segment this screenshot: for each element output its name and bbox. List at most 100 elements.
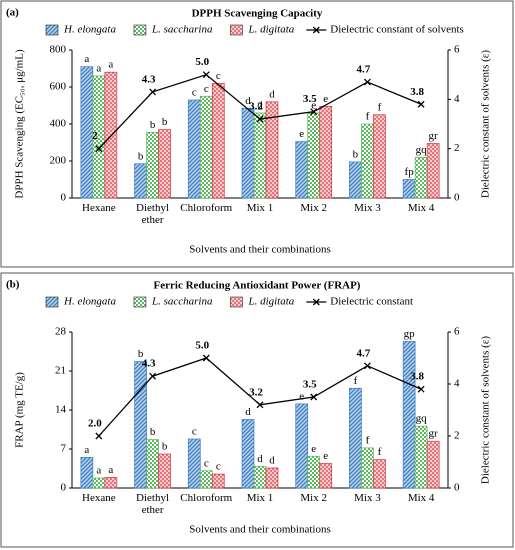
bar — [319, 463, 333, 489]
bar-annotation: c — [192, 426, 197, 438]
bar-annotation: d — [269, 454, 275, 466]
bar-annotation: gr — [429, 130, 439, 142]
bar — [265, 467, 279, 489]
bar — [253, 112, 267, 199]
line-marker — [417, 385, 425, 393]
bar-annotation: fp — [405, 166, 415, 178]
bar-annotation: b — [150, 426, 156, 438]
data-label: 3.2 — [249, 386, 263, 398]
bar — [187, 99, 201, 199]
data-label: 3.8 — [410, 371, 424, 383]
x-tick-label: Mix 3 — [354, 492, 381, 504]
data-label: 2.0 — [88, 418, 102, 430]
bar — [319, 106, 333, 199]
bar-annotation: c — [216, 70, 221, 82]
line-marker — [256, 115, 264, 123]
bar-annotation: f — [354, 375, 358, 387]
y-axis-label: FRAP (mg TE/g) — [14, 372, 26, 448]
bar — [134, 163, 147, 199]
bar — [361, 123, 374, 199]
legend-label: L. saccharina — [151, 24, 213, 36]
y-tick-label: 800 — [50, 44, 67, 56]
panel-frame — [0, 272, 514, 548]
data-label: 3.5 — [303, 379, 317, 391]
data-label: 2 — [92, 130, 98, 142]
legend-label: L. digitata — [247, 296, 294, 308]
bar-annotation: e — [299, 390, 304, 402]
bar — [414, 156, 428, 199]
bar — [265, 101, 279, 199]
line-marker — [202, 354, 210, 362]
bar — [402, 179, 416, 199]
line-marker — [310, 393, 318, 401]
bar-annotation: b — [353, 148, 359, 160]
y2-axis-label: Dielectric constant of solvents (ε) — [480, 336, 492, 485]
bar-annotation: d — [269, 88, 275, 100]
bar — [361, 447, 374, 489]
bar — [134, 361, 147, 489]
y2-axis-label: Dielectric constant of solvents (ε) — [480, 50, 492, 199]
bar — [295, 403, 309, 489]
bar — [402, 341, 416, 489]
bar-annotation: c — [216, 461, 221, 473]
legend-swatch — [133, 24, 147, 36]
y-tick-label: 0 — [61, 192, 67, 204]
bar-annotation: f — [366, 111, 370, 123]
bar-annotation: gq — [416, 413, 428, 425]
data-label: 5.0 — [195, 56, 209, 68]
bar-annotation: c — [204, 457, 209, 469]
bar — [373, 114, 386, 199]
data-label: 3.2 — [249, 101, 263, 113]
data-label: 3.8 — [410, 86, 424, 98]
line-marker — [417, 100, 425, 108]
bar — [199, 95, 213, 199]
x-axis-label: Solvents and their combinations — [189, 524, 330, 536]
y-tick-label: 200 — [50, 155, 67, 167]
x-tick-label: Diethyl ether — [136, 202, 170, 226]
bar — [80, 457, 94, 489]
line-marker — [363, 78, 371, 86]
bar-annotation: gr — [429, 428, 439, 440]
x-tick-label: Mix 2 — [300, 492, 327, 504]
bar — [199, 470, 213, 489]
data-label: 5.0 — [195, 340, 209, 352]
bar — [241, 107, 255, 199]
legend-swatch — [230, 24, 243, 36]
bar — [373, 459, 386, 489]
bar — [295, 141, 309, 199]
y-tick-label: 28 — [55, 326, 67, 338]
x-tick-label: Diethyl ether — [136, 492, 170, 516]
bar-annotation: gq — [416, 144, 428, 156]
panel-frame — [0, 0, 514, 268]
y-tick-label: 7 — [61, 443, 67, 455]
bar-annotation: a — [96, 465, 101, 477]
x-tick-label: Mix 4 — [407, 202, 435, 214]
bar-annotation: d — [245, 406, 251, 418]
bar-annotation: e — [311, 443, 316, 455]
data-label: 4.3 — [142, 358, 156, 370]
x-tick-label: Mix 1 — [246, 492, 274, 504]
bar-annotation: d — [257, 99, 263, 111]
legend-swatch — [230, 296, 243, 308]
chart-title: DPPH Scavenging Capacity — [192, 8, 323, 20]
legend-marker — [312, 298, 320, 306]
bar — [146, 131, 159, 199]
y2-tick-label: 6 — [454, 326, 460, 338]
bar-annotation: b — [162, 441, 168, 453]
bar — [104, 477, 118, 489]
y-axis-label: DPPH Scavenging (EC₅₀, μg/mL) — [14, 49, 26, 199]
bar-annotation: f — [366, 434, 370, 446]
bar — [426, 440, 440, 489]
line-marker — [256, 401, 264, 409]
bar — [187, 438, 201, 489]
bar — [158, 453, 171, 489]
line-marker — [149, 372, 157, 380]
bar-annotation: b — [150, 119, 156, 131]
bar — [307, 112, 321, 199]
line-marker — [95, 432, 103, 440]
y2-tick-label: 4 — [454, 378, 460, 390]
bar-annotation: a — [108, 464, 113, 476]
bar — [307, 455, 321, 489]
legend-label: H. elongata — [63, 296, 116, 308]
